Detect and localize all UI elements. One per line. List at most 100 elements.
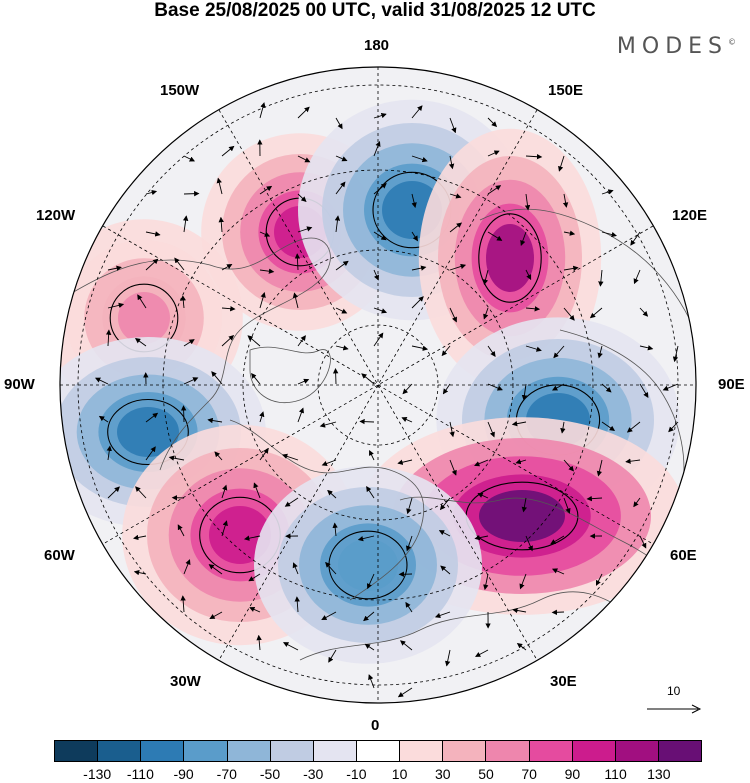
wind-vector bbox=[552, 383, 565, 391]
wind-vector bbox=[525, 154, 543, 160]
wind-vector bbox=[368, 674, 375, 689]
colorbar-tick-label: -30 bbox=[303, 766, 324, 782]
wind-vector bbox=[562, 193, 569, 208]
wind-vector bbox=[183, 559, 191, 575]
wind-vector bbox=[321, 611, 337, 621]
wind-vector bbox=[558, 155, 565, 172]
wind-vector bbox=[487, 150, 500, 157]
wind-vector bbox=[405, 601, 413, 613]
anomaly-contour bbox=[479, 490, 565, 542]
wind-vector bbox=[218, 216, 224, 233]
wind-vector bbox=[563, 230, 576, 236]
colorbar-bin bbox=[141, 741, 185, 761]
wind-vector bbox=[359, 418, 375, 425]
wind-vector bbox=[449, 459, 457, 476]
wind-vector bbox=[207, 417, 223, 424]
wind-vector bbox=[248, 573, 261, 582]
wind-vector bbox=[357, 535, 375, 542]
wind-vector bbox=[487, 421, 495, 438]
wind-vector bbox=[259, 447, 269, 461]
colorbar-bin bbox=[184, 741, 228, 761]
wind-vector bbox=[512, 607, 527, 614]
wind-vector bbox=[107, 302, 125, 309]
wind-vector bbox=[334, 215, 341, 233]
lon-label-150w: 150W bbox=[160, 82, 200, 99]
wind-vector bbox=[214, 451, 223, 461]
wind-vector bbox=[633, 269, 641, 285]
wind-vector bbox=[516, 642, 527, 651]
wind-vector bbox=[284, 497, 299, 507]
wind-vector bbox=[586, 495, 603, 502]
anomaly-contour bbox=[118, 292, 170, 344]
wind-vector bbox=[411, 193, 417, 208]
wind-vector bbox=[449, 307, 457, 323]
wind-vector bbox=[397, 687, 413, 698]
colorbar-tick-label: -110 bbox=[126, 766, 154, 782]
circulation-streamline bbox=[478, 213, 542, 303]
wind-vector bbox=[639, 307, 649, 317]
wind-vector bbox=[361, 373, 375, 385]
wind-vector bbox=[449, 117, 457, 134]
colorbar-bin bbox=[400, 741, 444, 761]
brand-text: MODES bbox=[616, 34, 728, 59]
colorbar-bin bbox=[529, 741, 573, 761]
wind-vector bbox=[297, 226, 313, 233]
lon-label-60w: 60W bbox=[44, 547, 75, 564]
reference-vector-arrow bbox=[647, 704, 702, 714]
wind-vector bbox=[589, 307, 603, 319]
wind-vector bbox=[256, 634, 262, 651]
wind-vector bbox=[283, 642, 299, 651]
colorbar-bin bbox=[615, 741, 659, 761]
colorbar-tick-label: 90 bbox=[564, 766, 581, 782]
wind-vector bbox=[297, 155, 311, 163]
wind-vector bbox=[335, 307, 348, 314]
wind-vector bbox=[373, 269, 379, 281]
wind-vector bbox=[633, 497, 641, 508]
wind-vector bbox=[297, 407, 304, 423]
wind-vector bbox=[411, 296, 424, 309]
colorbar-bin bbox=[313, 741, 357, 761]
wind-vector bbox=[525, 535, 533, 552]
brand-logo: MODES© bbox=[616, 34, 736, 59]
wind-vector bbox=[221, 264, 233, 271]
colorbar-tick-label: 50 bbox=[478, 766, 494, 782]
wind-vector bbox=[477, 492, 489, 499]
wind-vector bbox=[180, 595, 186, 613]
wind-vector bbox=[442, 383, 451, 395]
lon-label-150e: 150E bbox=[548, 82, 584, 99]
wind-vector bbox=[474, 459, 489, 467]
wind-vector bbox=[363, 611, 375, 622]
wind-vector bbox=[294, 253, 301, 271]
wind-vector bbox=[259, 102, 266, 119]
wind-vector bbox=[251, 373, 261, 385]
wind-vector bbox=[328, 649, 337, 663]
wind-vector bbox=[373, 307, 388, 314]
wind-vector bbox=[145, 231, 161, 237]
colorbar-tick-label: -50 bbox=[259, 766, 281, 782]
wind-vector bbox=[483, 573, 489, 591]
wind-vector bbox=[221, 145, 235, 157]
wind-vector bbox=[524, 193, 531, 211]
wind-vector bbox=[601, 383, 612, 393]
wind-vector bbox=[596, 459, 603, 477]
wind-vector bbox=[208, 564, 223, 575]
wind-vector bbox=[183, 339, 195, 347]
wind-vector bbox=[672, 345, 679, 363]
wind-vector bbox=[563, 307, 575, 321]
wind-vector bbox=[107, 265, 122, 271]
wind-vector bbox=[133, 569, 147, 576]
wind-vector bbox=[183, 155, 196, 162]
colorbar-tick-label: -90 bbox=[173, 766, 194, 782]
wind-vector bbox=[183, 190, 200, 197]
wind-vector bbox=[449, 421, 455, 438]
wind-vector bbox=[487, 231, 503, 241]
wind-vector bbox=[639, 345, 654, 351]
wind-vector bbox=[145, 258, 159, 271]
wind-vector bbox=[511, 421, 527, 427]
wind-vector bbox=[137, 294, 147, 309]
wind-vector bbox=[335, 117, 343, 130]
wind-vector bbox=[449, 263, 467, 271]
wind-vector bbox=[297, 106, 310, 119]
wind-vector bbox=[259, 292, 266, 309]
wind-vector bbox=[174, 257, 185, 271]
